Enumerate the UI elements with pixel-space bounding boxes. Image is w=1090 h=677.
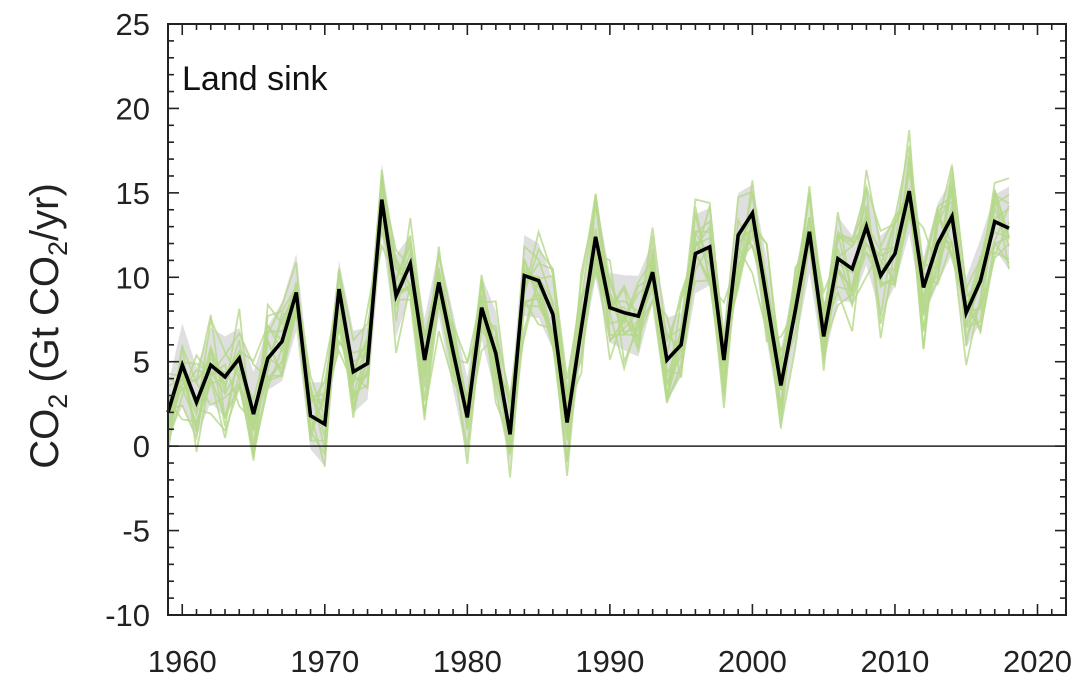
x-tick-label: 1960 — [148, 644, 217, 677]
plot-frame — [167, 23, 1067, 616]
x-tick-label: 2010 — [860, 644, 929, 677]
y-tick-label: 0 — [133, 429, 150, 464]
x-tick-label: 1990 — [575, 644, 644, 677]
y-tick-label: -5 — [122, 514, 150, 549]
x-tick-label: 2000 — [718, 644, 787, 677]
main-series-line — [166, 190, 1010, 435]
y-tick-label: 10 — [116, 260, 150, 295]
y-tick-label: 5 — [133, 345, 150, 380]
y-tick-label: -10 — [105, 598, 150, 633]
x-tick-label: 1980 — [433, 644, 502, 677]
y-tick-label: 25 — [116, 7, 150, 42]
axis-ticks: 1960 1970 1980 1990 2000 2010 2020 -10 -5 0 5 10 15 2… — [105, 7, 1072, 677]
y-axis-label: CO2 (Gt CO2/yr) — [23, 183, 73, 469]
panel-title: Land sink — [182, 60, 329, 98]
x-tick-label: 1970 — [290, 644, 359, 677]
main-series — [166, 190, 1010, 435]
x-tick-label: 2020 — [1003, 644, 1072, 677]
y-tick-label: 15 — [116, 176, 150, 211]
y-tick-label: 20 — [116, 91, 150, 126]
